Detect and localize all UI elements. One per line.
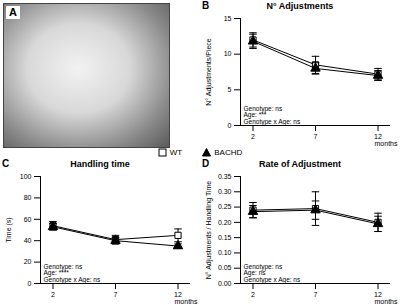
svg-text:months: months <box>375 298 398 305</box>
svg-text:0.20: 0.20 <box>218 219 232 226</box>
svg-text:Genotype: nsAge: nsGenotype x: Genotype: nsAge: nsGenotype x Age: ns <box>244 263 301 284</box>
svg-text:Time (s): Time (s) <box>5 217 13 242</box>
svg-text:Genotype: nsAge: ****Genotype: Genotype: nsAge: ****Genotype x Age: ns <box>44 263 101 284</box>
html-text:Rate of Adjustment: Rate of Adjustment <box>258 159 342 169</box>
svg-text:2: 2 <box>251 291 255 298</box>
svg-text:5: 5 <box>228 86 232 93</box>
svg-text:80: 80 <box>24 194 32 201</box>
html-text:B: B <box>202 0 210 11</box>
html-text:A: A <box>9 6 17 18</box>
svg-text:0.10: 0.10 <box>218 249 232 256</box>
svg-text:0.35: 0.35 <box>218 173 232 180</box>
svg-text:0.05: 0.05 <box>218 264 232 271</box>
svg-text:N° Adjustments/Piece: N° Adjustments/Piece <box>205 38 213 105</box>
html-text:C: C <box>2 158 10 169</box>
svg-text:12: 12 <box>374 133 382 141</box>
svg-text:0.00: 0.00 <box>218 280 232 287</box>
svg-text:0: 0 <box>28 280 32 287</box>
svg-text:0.15: 0.15 <box>218 234 232 241</box>
html-text:Handling time: Handling time <box>70 159 130 169</box>
html-text:BACHD: BACHD <box>214 148 243 157</box>
svg-text:Genotype: nsAge: ***Genotype x: Genotype: nsAge: ***Genotype x Age: ns <box>244 105 301 126</box>
svg-text:100: 100 <box>20 173 32 180</box>
svg-text:N° Adjustments / Handling Time: N° Adjustments / Handling Time <box>205 181 213 280</box>
svg-text:15: 15 <box>224 15 232 22</box>
svg-text:0.25: 0.25 <box>218 203 232 210</box>
svg-text:2: 2 <box>51 291 55 298</box>
svg-text:7: 7 <box>114 291 118 298</box>
svg-text:months: months <box>175 298 198 305</box>
svg-text:7: 7 <box>314 133 318 140</box>
svg-text:20: 20 <box>24 258 32 265</box>
svg-text:0.30: 0.30 <box>218 188 232 195</box>
svg-text:months: months <box>375 140 398 147</box>
html-text:N° Adjustments: N° Adjustments <box>266 1 334 11</box>
svg-text:2: 2 <box>251 133 255 140</box>
svg-text:10: 10 <box>224 50 232 57</box>
svg-text:0: 0 <box>228 122 232 129</box>
html-text:WT: WT <box>169 148 183 157</box>
svg-text:12: 12 <box>174 291 182 299</box>
svg-text:12: 12 <box>374 291 382 299</box>
svg-text:40: 40 <box>24 237 32 244</box>
svg-text:60: 60 <box>24 216 32 223</box>
html-text:D: D <box>202 158 210 169</box>
svg-text:7: 7 <box>314 291 318 298</box>
